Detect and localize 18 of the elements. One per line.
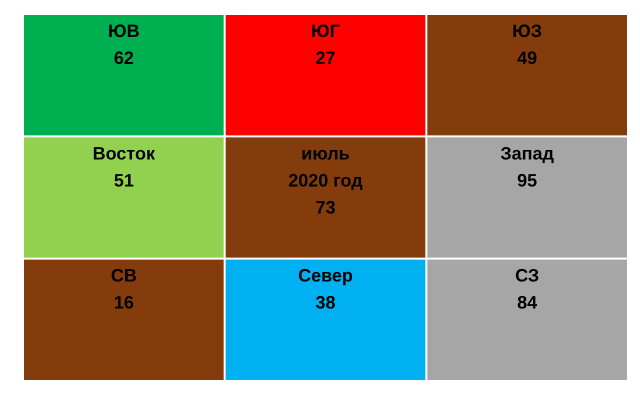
data-label: 49	[517, 48, 538, 68]
category-label: Восток	[92, 143, 156, 164]
category-label: ЮВ	[108, 20, 140, 41]
category-label: СЗ	[515, 266, 540, 286]
data-label: 95	[517, 170, 538, 190]
data-label: 62	[114, 48, 134, 68]
data-label: 27	[315, 48, 336, 68]
category-label: Запад	[500, 143, 555, 164]
category-label: ЮГ	[311, 20, 340, 41]
data-label: 16	[114, 292, 134, 313]
data-label: 84	[517, 292, 538, 313]
data-label: 38	[315, 292, 336, 313]
category-label: июль 2020 год	[288, 143, 364, 190]
category-label: ЮЗ	[512, 20, 542, 41]
category-label: Север	[298, 266, 353, 286]
data-label: 73	[315, 197, 336, 218]
data-label: 51	[114, 170, 134, 190]
category-label: СВ	[110, 266, 137, 286]
